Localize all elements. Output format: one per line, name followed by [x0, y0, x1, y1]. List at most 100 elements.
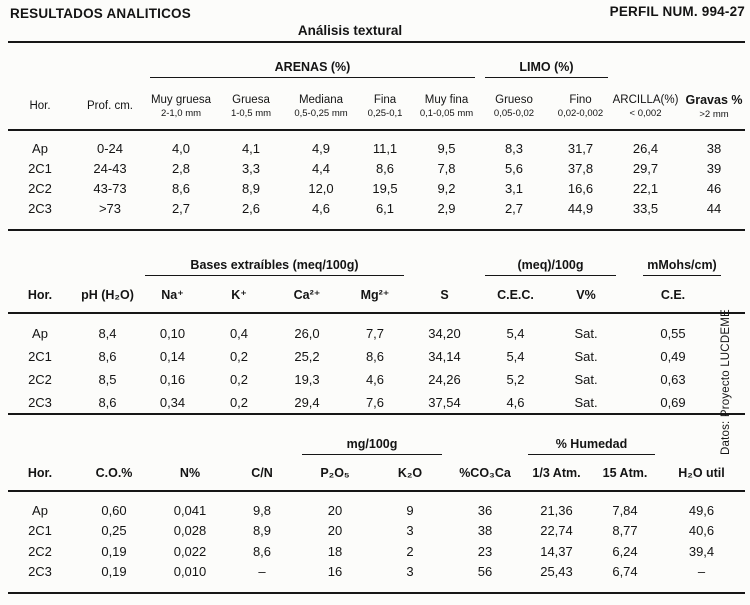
cell: 5,4 [506, 326, 525, 341]
cell: – [697, 564, 706, 580]
cell: 6,24 [612, 543, 638, 559]
column-header: Gravas % >2 mm [685, 92, 743, 120]
cell: 2,6 [241, 200, 261, 216]
table-row: 2C1 8,6 0,14 0,2 25,2 8,6 34,14 5,4 Sat.… [5, 345, 725, 368]
cell: 2C2 [28, 180, 52, 196]
table-row: 2C2 0,19 0,022 8,6 18 2 23 14,37 6,24 39… [5, 541, 743, 562]
cell: 8,9 [241, 180, 261, 196]
cell: 36 [477, 502, 493, 518]
cell: 0,10 [159, 326, 186, 341]
textural-group-header-row: ARENAS (%) LIMO (%) [5, 42, 750, 78]
cell: 20 [327, 523, 343, 539]
column-header: H₂O util [678, 466, 725, 480]
cell: 19,5 [372, 180, 398, 196]
cell: 2C2 [28, 543, 52, 559]
cell: 8,6 [365, 349, 385, 364]
column-header: Fina 0,25-0,1 [367, 93, 403, 119]
cell: 7,6 [365, 395, 385, 410]
cell: 9 [406, 502, 414, 518]
column-header: 1/3 Atm. [532, 466, 581, 480]
cell: 9,2 [437, 180, 456, 196]
cell: 23 [477, 543, 493, 559]
profile-number: PERFIL NUM. 994-27 [609, 4, 745, 19]
cell: 4,4 [311, 160, 331, 176]
chemical-column-header-row: Hor. pH (H₂O) Na⁺ K⁺ Ca²⁺ Mg²⁺ S C.E.C. … [5, 276, 725, 313]
cell: 2C3 [28, 564, 52, 580]
cell: 2,9 [437, 200, 456, 216]
cell: 2C2 [28, 372, 52, 387]
table-row: Ap 8,4 0,10 0,4 26,0 7,7 34,20 5,4 Sat. … [5, 322, 725, 345]
column-header: Muy gruesa 2-1,0 mm [150, 93, 212, 119]
cell: 7,8 [437, 160, 456, 176]
cell: 0,041 [173, 502, 207, 518]
cell: 37,8 [567, 160, 594, 176]
divider [8, 490, 745, 492]
cell: 14,37 [540, 543, 573, 559]
cell: 39 [706, 160, 722, 176]
cell: 0,19 [101, 543, 127, 559]
table-row: 2C3 0,19 0,010 – 16 3 56 25,43 6,74 – [5, 562, 743, 583]
column-header: K₂O [397, 466, 423, 480]
column-header: Gruesa 1-0,5 mm [230, 93, 272, 119]
doc-title: RESULTADOS ANALITICOS [10, 6, 191, 21]
cell: 0,028 [173, 523, 207, 539]
cell: 2,7 [504, 200, 524, 216]
cell: 19,3 [294, 372, 320, 387]
cell: Ap [32, 326, 48, 341]
group-header-limo: LIMO (%) [485, 60, 608, 78]
textural-table-body: Ap 0-24 4,0 4,1 4,9 11,1 9,5 8,3 31,7 26… [5, 130, 750, 218]
cell: 0,25 [101, 523, 127, 539]
cell: 0,2 [229, 395, 249, 410]
cell: 0,60 [101, 502, 127, 518]
column-header: N% [179, 466, 201, 480]
cell: 3,3 [241, 160, 261, 176]
cell: 44 [706, 200, 722, 216]
column-header: Mg²⁺ [360, 288, 390, 302]
cell: 5,6 [504, 160, 524, 176]
textural-table: ARENAS (%) LIMO (%) Hor. Prof. cm. Muy g… [5, 42, 750, 218]
column-header: Prof. cm. [86, 100, 133, 112]
textural-column-header-row: Hor. Prof. cm. Muy gruesa 2-1,0 mm Gruesa… [5, 78, 750, 130]
cell: – [258, 564, 266, 580]
column-header: K⁺ [231, 288, 247, 302]
group-header-mg100g: mg/100g [302, 437, 442, 455]
group-header-mmohs: mMohs/cm) [643, 258, 721, 276]
cell: 25,43 [540, 564, 573, 580]
cell: 7,84 [612, 502, 638, 518]
cell: 43-73 [93, 180, 127, 196]
chemical-table: Bases extraíbles (meq/100g) (meq)/100g m… [5, 230, 725, 414]
chemical-group-header-row: Bases extraíbles (meq/100g) (meq)/100g m… [5, 230, 725, 276]
cell: 44,9 [567, 200, 594, 216]
column-header: %CO₃Ca [459, 466, 511, 480]
column-header: Muy fina 0,1-0,05 mm [419, 93, 474, 119]
cell: Ap [32, 140, 48, 156]
cell: 0,4 [229, 326, 249, 341]
cell: 21,36 [540, 502, 573, 518]
cell: 25,2 [294, 349, 320, 364]
cell: 8,5 [98, 372, 117, 387]
column-header: C.E.C. [497, 287, 534, 302]
cell: 2C1 [28, 523, 52, 539]
cell: 8,9 [252, 523, 272, 539]
column-header: C.O.% [95, 466, 133, 480]
cell: 8,4 [98, 326, 117, 341]
column-header: Fino 0,02-0,002 [557, 93, 604, 119]
cell: 5,2 [506, 372, 525, 387]
cell: 2C3 [28, 200, 52, 216]
column-header: P₂O₅ [320, 466, 350, 480]
cell: 34,14 [428, 349, 461, 364]
column-header: S [440, 287, 449, 302]
cell: Sat. [574, 349, 598, 364]
cell: 0,14 [159, 349, 186, 364]
cell: 46 [706, 180, 722, 196]
table-row: Ap 0-24 4,0 4,1 4,9 11,1 9,5 8,3 31,7 26… [5, 138, 750, 158]
cell: Ap [32, 502, 48, 518]
column-header: Mediana 0,5-0,25 mm [294, 93, 348, 119]
cell: 9,5 [437, 140, 456, 156]
cell: 3 [406, 523, 414, 539]
cell: 33,5 [632, 200, 659, 216]
cell: 4,6 [365, 372, 385, 387]
cell: 12,0 [308, 180, 334, 196]
divider [8, 592, 745, 594]
cell: 29,7 [632, 160, 659, 176]
